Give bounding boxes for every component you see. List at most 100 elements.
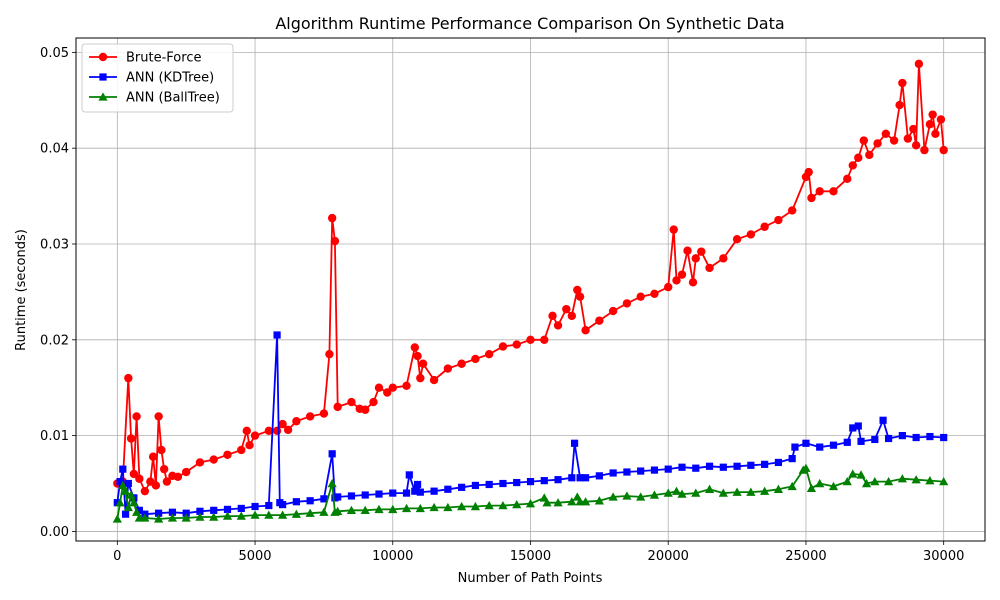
brute-force-point <box>672 276 681 285</box>
ann-kdtree-point <box>405 471 413 479</box>
ann-balltree-point <box>883 476 894 486</box>
brute-force-point <box>151 481 161 490</box>
brute-force-point <box>159 464 169 474</box>
brute-force-point <box>903 134 913 143</box>
ann-balltree-point <box>236 511 246 520</box>
brute-force-point <box>895 100 904 110</box>
ann-balltree-point <box>264 510 274 519</box>
ann-kdtree-point <box>678 463 686 471</box>
ann-kdtree-point <box>554 476 562 484</box>
brute-force-point <box>237 445 246 455</box>
brute-force-point <box>457 359 466 368</box>
ann-kdtree-point <box>155 509 163 517</box>
legend-marker <box>98 92 108 101</box>
ann-balltree-point <box>649 490 660 499</box>
ann-kdtree-point <box>361 491 369 499</box>
ann-balltree-point <box>346 505 357 515</box>
y-tick-label: 0.04 <box>40 142 69 157</box>
brute-force-point <box>140 486 150 496</box>
brute-force-point <box>677 270 687 279</box>
y-tick-label: 0.01 <box>40 429 69 444</box>
brute-force-point <box>774 215 783 225</box>
brute-force-point <box>283 425 293 435</box>
ann-balltree-point <box>132 507 142 516</box>
ann-balltree-point <box>911 475 921 484</box>
ann-balltree-point <box>636 492 646 501</box>
brute-force-point <box>732 235 742 244</box>
ann-balltree-point <box>222 511 233 520</box>
brute-force-point <box>325 349 334 359</box>
y-axis-label: Runtime (seconds) <box>14 229 29 351</box>
brute-force-point <box>327 213 337 223</box>
x-tick-label: 5000 <box>238 549 271 564</box>
brute-force-point <box>848 161 857 170</box>
ann-kdtree-point <box>116 477 124 486</box>
brute-force-point <box>443 364 453 373</box>
brute-force-point <box>622 299 632 308</box>
brute-force-point <box>418 359 428 368</box>
ann-balltree-point <box>746 487 756 496</box>
brute-force-point <box>126 434 136 443</box>
ann-kdtree-point <box>849 424 857 432</box>
ann-kdtree-point <box>884 434 893 443</box>
brute-force-point <box>650 289 659 299</box>
brute-force-point <box>829 187 838 196</box>
series-brute-force <box>113 59 948 496</box>
ann-kdtree-point <box>347 492 356 500</box>
brute-force-point <box>865 150 874 160</box>
brute-force-point <box>333 402 342 412</box>
brute-force-point <box>195 458 205 467</box>
brute-force-point <box>124 373 133 383</box>
ann-kdtree-point <box>210 506 218 514</box>
ann-balltree-point <box>691 488 701 497</box>
brute-force-point <box>595 316 604 325</box>
ann-balltree-point <box>327 478 337 488</box>
ann-balltree-point <box>608 492 618 501</box>
ann-balltree-point <box>209 512 219 521</box>
brute-force-point <box>567 311 577 321</box>
ann-kdtree-point <box>637 467 645 475</box>
brute-force-point <box>526 335 535 344</box>
ann-balltree-point <box>897 474 907 483</box>
brute-force-point <box>664 282 673 292</box>
brute-force-point <box>264 426 274 436</box>
ann-kdtree-point <box>705 462 714 470</box>
ann-balltree-point <box>305 508 315 517</box>
ann-kdtree-point <box>402 489 411 497</box>
ann-balltree-point <box>484 500 494 510</box>
ann-balltree-point <box>806 483 817 492</box>
ann-kdtree-point <box>135 506 143 514</box>
brute-force-point <box>223 450 232 459</box>
ann-balltree-point <box>388 504 398 514</box>
ann-kdtree-point <box>444 485 452 493</box>
brute-force-point <box>608 306 618 316</box>
ann-balltree-point <box>118 480 128 490</box>
ann-kdtree-point <box>926 432 934 441</box>
ann-kdtree-point <box>857 437 865 445</box>
ann-kdtree-point <box>223 505 232 513</box>
ann-kdtree-point <box>733 462 741 470</box>
ann-balltree-point <box>195 512 205 521</box>
ann-kdtree-point <box>871 435 879 444</box>
ann-kdtree-point <box>328 450 336 458</box>
legend-item-ann-kdtree: ANN (KDTree) <box>89 71 214 86</box>
brute-force-point <box>911 141 921 150</box>
ann-balltree-point <box>542 498 552 507</box>
ann-balltree-point <box>429 502 439 512</box>
ann-balltree-point <box>123 502 133 512</box>
brute-force-point <box>388 383 397 392</box>
brute-force-point <box>209 455 218 464</box>
ann-kdtree-point <box>499 479 507 488</box>
brute-force-point <box>292 417 301 426</box>
ann-kdtree-point <box>292 498 300 506</box>
ann-kdtree-point <box>471 481 480 490</box>
axis-ticks: 0 5000 10000 15000 20000 25000 30000 0.00 0.01 0.… <box>40 46 964 564</box>
brute-force-point <box>925 120 935 129</box>
ann-balltree-point <box>553 498 563 507</box>
ann-kdtree-point <box>320 495 328 503</box>
ann-kdtree-point <box>416 488 424 496</box>
brute-force-point <box>250 431 260 440</box>
ann-kdtree-point <box>196 507 204 515</box>
ann-kdtree-point <box>829 441 838 449</box>
brute-force-point <box>484 349 494 359</box>
